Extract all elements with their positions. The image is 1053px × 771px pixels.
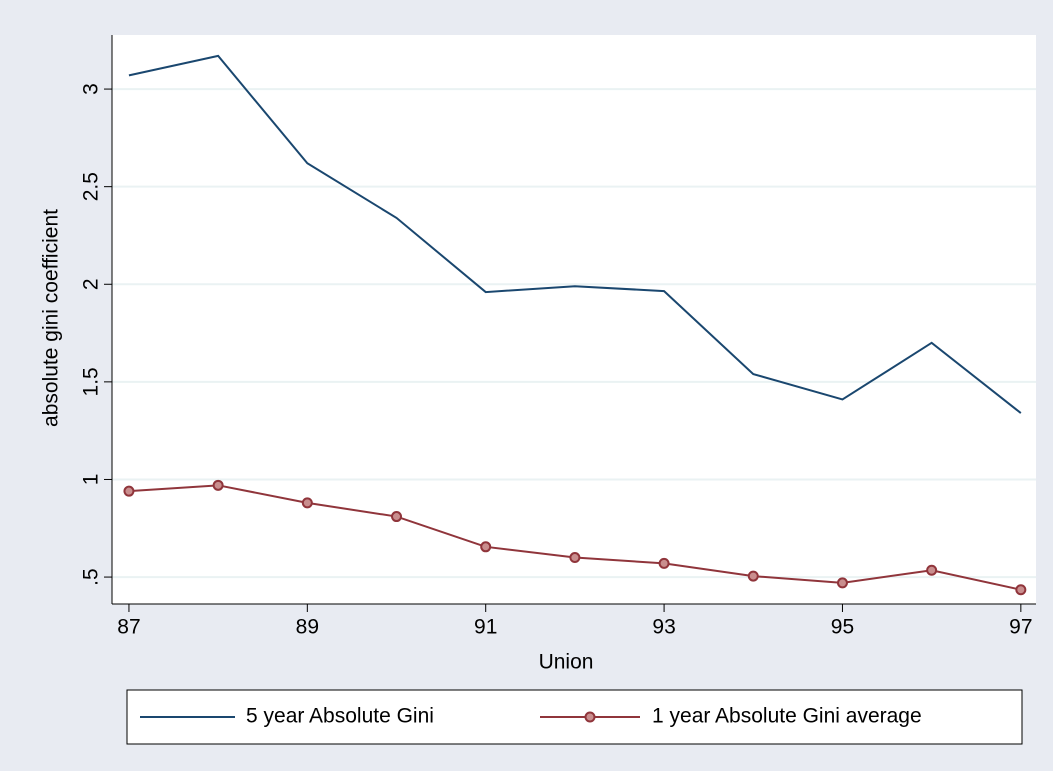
x-tick-label: 87 [117,616,140,639]
plot-area [112,35,1036,604]
y-tick-label: .5 [80,568,103,586]
point-marker [301,497,313,509]
point-marker [480,541,492,553]
point-marker [1015,584,1027,596]
legend-label: 1 year Absolute Gini average [652,705,922,728]
point-marker [836,577,848,589]
point-marker [212,479,224,491]
legend-marker [584,711,596,723]
x-tick-label: 89 [296,616,319,639]
y-tick-label: 3 [80,83,103,95]
x-tick-label: 91 [474,616,497,639]
point-marker [391,511,403,523]
y-tick-label: 1.5 [80,367,103,396]
y-tick-label: 1 [80,474,103,486]
y-tick-label: 2.5 [80,172,103,201]
series-line [128,54,1022,414]
point-marker [569,552,581,564]
point-marker [123,485,135,497]
legend-label: 5 year Absolute Gini [246,705,434,728]
x-tick-label: 95 [831,616,854,639]
x-tick-label: 93 [652,616,675,639]
point-marker [658,557,670,569]
x-tick-label: 97 [1009,616,1032,639]
point-marker [926,564,938,576]
y-axis-title: absolute gini coefficient [40,209,63,427]
point-marker [747,570,759,582]
y-tick-label: 2 [80,278,103,290]
x-axis-title: Union [539,651,594,674]
